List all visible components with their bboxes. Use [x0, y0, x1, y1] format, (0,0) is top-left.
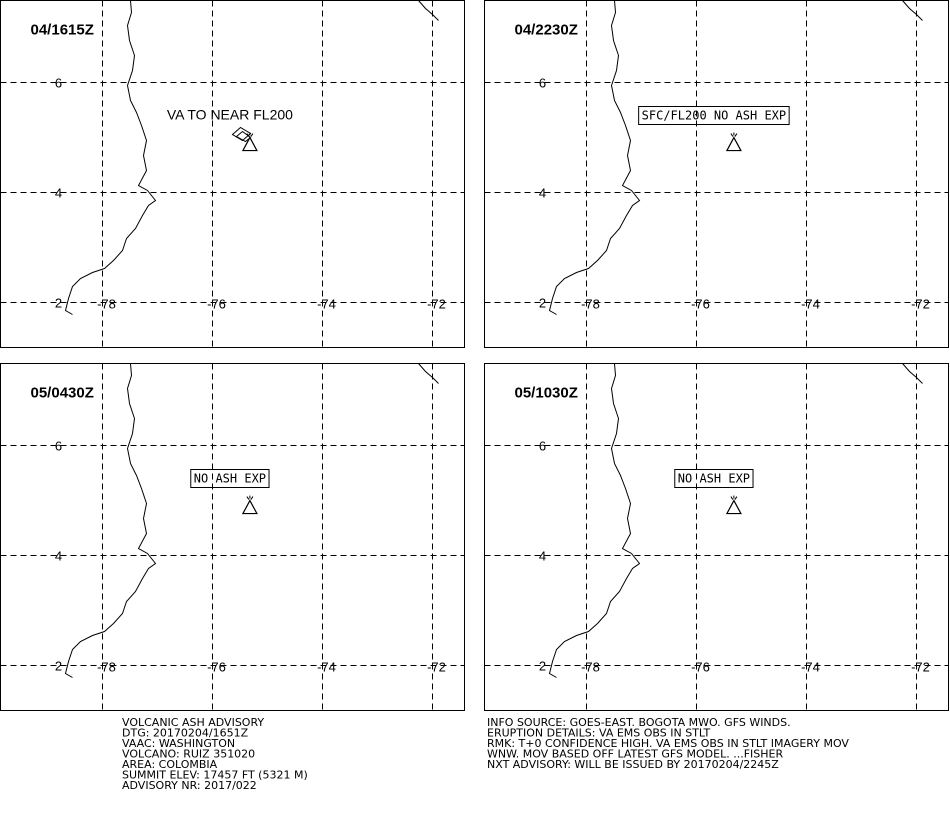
- lon-label: -72: [911, 660, 930, 675]
- lon-label: -74: [801, 297, 820, 312]
- valid-time: 04/2230Z: [515, 22, 578, 39]
- advisory-line: VOLCANIC ASH ADVISORY: [122, 716, 264, 729]
- volcano-icon: [726, 131, 742, 152]
- panel-frame: [0, 363, 465, 711]
- advisory-line: SUMMIT ELEV: 17457 FT (5321 M): [122, 769, 308, 782]
- coastline: [549, 363, 923, 678]
- map-panel: -78 -76 -74 -72 6 4 2 05/1030Z NO ASH EXP: [484, 363, 949, 711]
- lat-label: 4: [55, 549, 62, 564]
- lon-label: -72: [427, 660, 446, 675]
- advisory-line: NXT ADVISORY: WILL BE ISSUED BY 20170204…: [487, 758, 779, 771]
- lat-label: 6: [55, 76, 62, 91]
- annotation-box: [674, 469, 754, 488]
- ash-annotation: NO ASH EXP: [678, 472, 750, 486]
- lat-label: 4: [539, 549, 546, 564]
- coastline: [65, 363, 439, 678]
- advisory-line: ADVISORY NR: 2017/022: [122, 779, 257, 792]
- valid-time: 05/0430Z: [31, 385, 94, 402]
- lon-label: -74: [317, 660, 336, 675]
- volcano-icon: [242, 494, 258, 515]
- map-panel: -78 -76 -74 -72 6 4 2 05/0430Z NO ASH EXP: [0, 363, 465, 711]
- ash-area: [235, 130, 252, 143]
- lon-label: -78: [97, 297, 116, 312]
- panel-frame: [484, 363, 949, 711]
- advisory-line: AREA: COLOMBIA: [122, 758, 218, 771]
- advisory-line: DTG: 20170204/1651Z: [122, 727, 249, 740]
- ash-annotation: NO ASH EXP: [194, 472, 266, 486]
- lon-label: -78: [97, 660, 116, 675]
- valid-time: 04/1615Z: [31, 22, 94, 39]
- advisory-line: WNW. MOV BASED OFF LATEST GFS MODEL. ...…: [487, 748, 783, 761]
- lon-label: -72: [427, 297, 446, 312]
- lat-label: 2: [539, 659, 546, 674]
- lat-label: 6: [539, 76, 546, 91]
- lon-label: -76: [691, 297, 710, 312]
- lon-label: -74: [801, 660, 820, 675]
- annotation-box: [190, 469, 270, 488]
- advisory-line: INFO SOURCE: GOES-EAST. BOGOTA MWO. GFS …: [487, 716, 791, 729]
- lat-label: 2: [539, 296, 546, 311]
- advisory-line: VAAC: WASHINGTON: [122, 737, 235, 750]
- lat-label: 4: [539, 186, 546, 201]
- coastline: [549, 0, 923, 315]
- lon-label: -78: [581, 660, 600, 675]
- panel-frame: [0, 0, 465, 348]
- panel-frame: [484, 0, 949, 348]
- map-panel: -78 -76 -74 -72 6 4 2 04/2230Z SFC/FL200 NO ASH …: [484, 0, 949, 348]
- ash-annotation: SFC/FL200 NO ASH EXP: [642, 109, 787, 123]
- lon-label: -74: [317, 297, 336, 312]
- lat-label: 2: [55, 296, 62, 311]
- valid-time: 05/1030Z: [515, 385, 578, 402]
- lon-label: -78: [581, 297, 600, 312]
- coastline: [65, 0, 439, 315]
- lat-label: 6: [55, 439, 62, 454]
- ash-annotation: VA TO NEAR FL200: [167, 107, 293, 123]
- lon-label: -72: [911, 297, 930, 312]
- advisory-line: RMK: T+0 CONFIDENCE HIGH. VA EMS OBS IN …: [487, 737, 849, 750]
- lon-label: -76: [691, 660, 710, 675]
- lat-label: 2: [55, 659, 62, 674]
- lat-label: 4: [55, 186, 62, 201]
- lon-label: -76: [207, 660, 226, 675]
- lon-label: -76: [207, 297, 226, 312]
- advisory-line: VOLCANO: RUIZ 351020: [122, 748, 255, 761]
- map-panel: -78 -76 -74 -72 6 4 2 04/1615Z VA TO NEAR FL200: [0, 0, 465, 348]
- advisory-line: ERUPTION DETAILS: VA EMS OBS IN STLT: [487, 727, 711, 740]
- lat-label: 6: [539, 439, 546, 454]
- volcano-icon: [726, 494, 742, 515]
- annotation-box: [638, 106, 790, 125]
